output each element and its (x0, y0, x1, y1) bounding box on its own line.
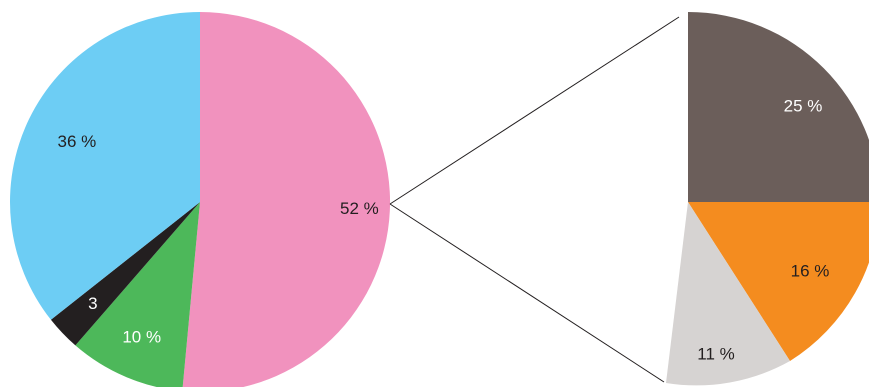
secondary-pie-slice-11 (666, 202, 790, 386)
secondary-pie: 25 % 16 % 11 % (666, 12, 869, 386)
main-pie-slice-36 (10, 12, 201, 320)
leader-line-bottom (389, 203, 665, 383)
secondary-pie-label-11: 11 % (697, 344, 735, 363)
secondary-pie-label-16: 16 % (791, 261, 830, 280)
main-pie-label-36: 36 % (58, 132, 97, 151)
secondary-pie-slice-16 (688, 202, 869, 361)
main-pie-label-3: 3 (88, 294, 97, 313)
main-pie-slice-3 (50, 202, 201, 346)
main-pie-slice-10 (75, 202, 200, 387)
secondary-pie-label-25: 25 % (784, 96, 823, 115)
secondary-pie-slice-25 (688, 12, 869, 204)
leader-line-top (389, 16, 680, 205)
main-pie-label-10: 10 % (122, 328, 161, 347)
main-pie-label-52: 52 % (340, 199, 379, 218)
main-pie-slice-52 (182, 12, 391, 387)
main-pie: 52 % 10 % 3 36 % (10, 12, 391, 387)
